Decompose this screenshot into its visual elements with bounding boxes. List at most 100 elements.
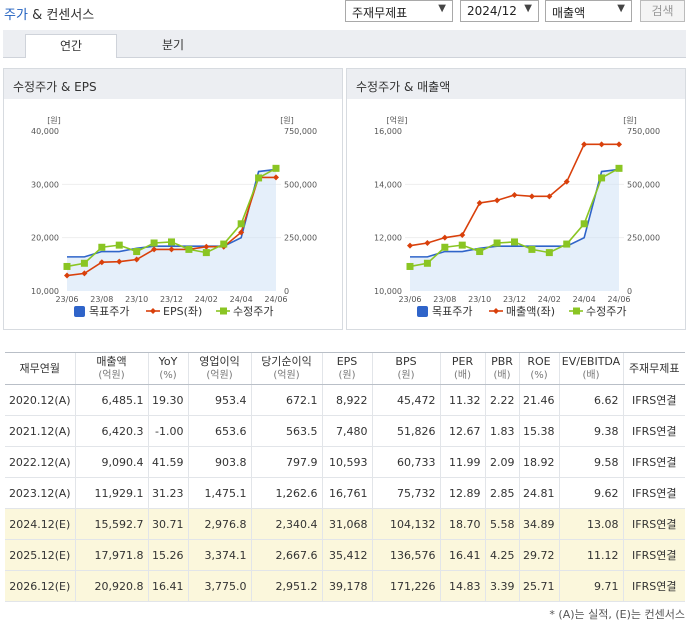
column-header-label: 재무연월 [19,361,60,375]
sales-point [546,193,553,200]
column-header-unit: (억원) [206,369,233,381]
table-cell: 3,374.1 [187,539,251,571]
adjusted-price-point [615,164,623,172]
table-cell: 2.09 [484,446,519,478]
table-cell: IFRS연결 [622,415,685,447]
target-price-line [410,168,620,258]
adjusted-price-point [150,239,158,247]
right-axis-tick: 750,000 [627,127,660,136]
sales-point [459,232,466,238]
table-cell: 2022.12(A) [5,446,75,478]
column-header-label: PER [451,354,474,368]
sales-point [528,193,535,200]
table-cell: 2,976.8 [187,508,251,540]
statement-type-select[interactable]: 주재무제표 ▼ [345,0,453,22]
table-cell: 104,132 [371,508,440,540]
left-axis-tick: 40,000 [31,127,59,136]
column-header-label: ROE [527,354,551,368]
legend-price-marker [220,307,227,315]
table-cell: 75,732 [371,477,440,509]
adjusted-price-point [255,174,263,182]
x-axis-tick: 24/04 [230,295,253,304]
table-cell: 171,226 [371,570,440,602]
table-cell: 563.5 [250,415,322,447]
table-cell: IFRS연결 [622,384,685,416]
x-axis-tick: 24/04 [573,295,596,304]
chevron-down-icon: ▼ [617,3,625,14]
column-header-unit: (배) [453,369,471,381]
period-select[interactable]: 2024/12 ▼ [460,0,539,22]
metric-select[interactable]: 매출액 ▼ [545,0,632,22]
table-row: 2025.12(E) 17,971.8 15.26 3,374.1 2,667.6 35,… [5,539,685,571]
column-header-label: 당기순이익 [261,354,312,368]
table-cell: 45,472 [371,384,440,416]
left-axis-tick: 12,000 [374,234,402,243]
column-header-label: BPS [395,354,417,368]
column-header: 영업이익 (억원) [187,352,251,385]
column-header: 당기순이익 (억원) [250,352,322,385]
legend-sales-label: 매출액(좌) [506,305,555,318]
x-axis-tick: 23/10 [125,295,148,304]
x-axis-tick: 24/06 [607,295,630,304]
statement-type-value: 주재무제표 [352,6,408,20]
eps-point [64,272,70,279]
table-cell: 12.89 [439,477,485,509]
table-cell: 3,775.0 [187,570,251,602]
table-cell: 51,826 [371,415,440,447]
table-cell: 1,262.6 [250,477,322,509]
financial-summary-table: 재무연월 매출액 (억원) YoY (%) 영업이익 (억원) 당기순이익 (억원) EPS (원)… [5,352,685,602]
left-axis-tick: 16,000 [374,127,402,136]
column-header-unit: (배) [582,369,600,381]
column-header: EV/EBITDA (배) [558,352,623,385]
tab-quarterly[interactable]: 분기 [161,38,185,52]
right-axis-tick: 0 [627,287,632,296]
chevron-down-icon: ▼ [524,3,532,14]
left-axis-unit: [억원] [387,115,408,125]
sales-point [494,197,501,204]
x-axis-tick: 23/06 [55,295,78,304]
table-cell: 2020.12(A) [5,384,75,416]
x-axis-tick: 23/12 [503,295,526,304]
table-row: 2026.12(E) 20,920.8 16.41 3,775.0 2,951.2 39,… [5,570,685,602]
table-cell: 17,971.8 [74,539,148,571]
table-cell: 20,920.8 [74,570,148,602]
x-axis-tick: 23/06 [398,295,421,304]
column-header-label: 영업이익 [199,354,240,368]
tab-annual[interactable]: 연간 [25,34,117,58]
table-cell: 11,929.1 [74,477,148,509]
search-button[interactable]: 검색 [640,0,685,22]
chart-price-eps: [원] [원] 40,000 30,000 20,000 10,000 750,000 500… [31,116,317,318]
right-axis-tick: 250,000 [284,234,317,243]
sales-point [424,240,431,246]
column-header-label: YoY [158,354,178,368]
table-row: 2024.12(E) 15,592.7 30.71 2,976.8 2,340.4 31,… [5,508,685,540]
column-header: 재무연월 [5,352,75,385]
table-cell: 15.26 [147,539,188,571]
table-cell: 6.62 [558,384,623,416]
column-header-unit: (억원) [273,369,300,381]
table-cell: 10,593 [321,446,372,478]
chart-price-sales: [억원] [원] 16,000 14,000 12,000 10,000 750,000 50… [374,115,660,318]
eps-point [98,259,105,266]
adjusted-price-point [511,238,518,246]
table-cell: 15.38 [518,415,559,447]
eps-point [133,256,140,263]
adjusted-price-point [423,259,431,267]
column-header-label: 주재무제표 [628,361,680,375]
legend-eps-label: EPS(좌) [163,305,202,318]
period-tabs: 연간 분기 [3,30,686,58]
adjusted-price-point [476,248,484,256]
column-header-label: EPS [336,354,358,368]
eps-point [81,270,88,277]
chart-price-sales-panel: 수정주가 & 매출액 [억원] [원] 16,000 14,000 12,000 10,0… [346,68,686,330]
table-cell: 6,485.1 [74,384,148,416]
adjusted-price-point [237,220,245,228]
table-cell: 2.22 [484,384,519,416]
column-header: EPS (원) [321,352,372,385]
right-axis-unit: [원] [280,116,294,125]
sales-point [616,141,622,148]
adjusted-price-point [580,220,588,228]
table-cell: 39,178 [321,570,372,602]
adjusted-price-point [598,174,606,182]
table-cell: 30.71 [147,508,188,540]
